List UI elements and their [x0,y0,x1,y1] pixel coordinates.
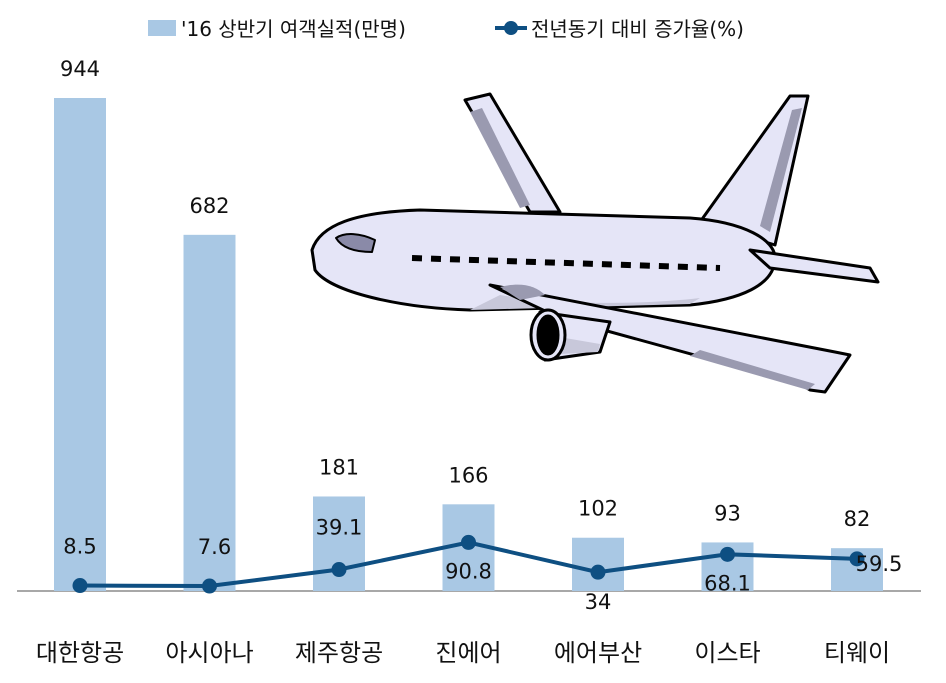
legend-bar-label: '16 상반기 여객실적(만명) [181,17,406,41]
legend-bar-swatch [148,20,176,36]
legend: '16 상반기 여객실적(만명) 전년동기 대비 증가율(%) [148,17,744,41]
bar-value-label: 102 [578,497,618,521]
category-label: 진에어 [435,639,501,667]
line-point [849,551,865,567]
legend-line-marker [504,21,518,35]
line-value-label: 8.5 [63,535,96,559]
category-label: 대한항공 [36,639,124,667]
bar-value-label: 682 [189,194,229,218]
category-label: 에어부산 [554,639,642,667]
bar-value-labels: 944 682 181 166 102 93 82 [60,57,870,531]
airplane-icon [310,92,880,394]
line-value-label: 39.1 [316,516,363,540]
line-point [461,534,476,550]
legend-line-label: 전년동기 대비 증가율(%) [531,17,744,41]
line-value-label: 59.5 [856,552,903,576]
line-point [72,578,88,594]
category-label: 이스타 [694,639,760,667]
category-label: 티웨이 [824,639,890,667]
bar-value-label: 93 [714,501,741,525]
line-point [590,564,606,580]
bar-value-label: 166 [448,463,488,487]
line-value-labels: 8.5 7.6 39.1 90.8 34 68.1 59.5 [63,516,902,615]
line-point [202,578,217,594]
line-point [331,562,347,578]
category-label: 아시아나 [165,639,253,667]
bar [183,234,236,592]
bar [54,98,106,591]
category-labels: 대한항공 아시아나 제주항공 진에어 에어부산 이스타 티웨이 [36,639,890,667]
bar-value-label: 82 [844,507,871,531]
line-point [720,546,735,562]
line-value-label: 7.6 [198,535,231,559]
category-label: 제주항공 [295,639,383,667]
line-series [72,534,865,594]
bar [572,537,624,591]
line-value-label: 34 [585,590,612,614]
bar-value-label: 181 [319,455,359,479]
bar-value-label: 944 [60,57,100,81]
line-value-label: 68.1 [704,571,751,595]
line-value-label: 90.8 [445,559,492,583]
